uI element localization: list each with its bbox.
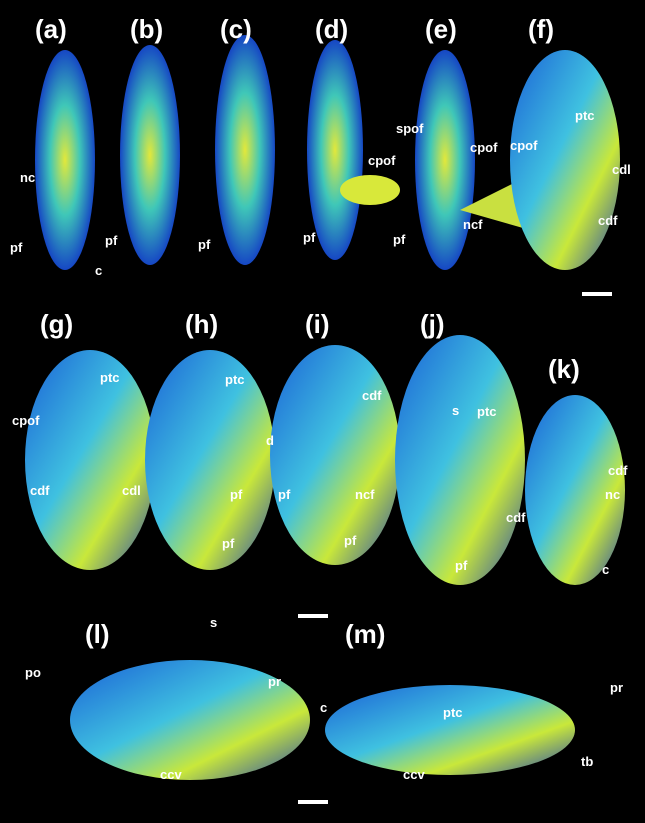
annotation: cpof (510, 138, 538, 153)
annotation: ptc (225, 372, 245, 387)
annotation: cdf (598, 213, 618, 228)
annotation: cpof (368, 153, 396, 168)
panel-label: (h) (185, 309, 218, 339)
annotation: pf (393, 232, 406, 247)
annotation: c (320, 700, 327, 715)
panel-label: (b) (130, 14, 163, 44)
panel-label: (k) (548, 354, 580, 384)
annotation: ncf (355, 487, 375, 502)
annotation: po (25, 665, 41, 680)
annotation: pf (198, 237, 211, 252)
panel-label: (g) (40, 309, 73, 339)
annotation: spof (396, 121, 424, 136)
annotation: s (210, 615, 217, 630)
annotation: pf (344, 533, 357, 548)
panel-label: (j) (420, 309, 445, 339)
annotation: s (452, 403, 459, 418)
annotation: pr (268, 674, 281, 689)
annotation: tb (581, 754, 593, 769)
annotation: cdf (30, 483, 50, 498)
annotation: d (266, 433, 274, 448)
panel-label: (f) (528, 14, 554, 44)
annotation: pr (610, 680, 623, 695)
annotation: cdf (362, 388, 382, 403)
annotation: ccv (403, 767, 425, 782)
annotation: cdl (612, 162, 631, 177)
annotation: pf (105, 233, 118, 248)
panel-label: (e) (425, 14, 457, 44)
panel-label: (c) (220, 14, 252, 44)
annotation: nc (605, 487, 620, 502)
annotation: pf (303, 230, 316, 245)
annotation: cdf (608, 463, 628, 478)
panel-label: (l) (85, 619, 110, 649)
annotation: ptc (477, 404, 497, 419)
annotation: cpof (470, 140, 498, 155)
annotation: ptc (100, 370, 120, 385)
annotation: pf (455, 558, 468, 573)
annotation: cpof (12, 413, 40, 428)
annotation: nc (20, 170, 35, 185)
annotation: pf (278, 487, 291, 502)
annotation: cdf (506, 510, 526, 525)
annotation: ptc (575, 108, 595, 123)
annotation: pf (222, 536, 235, 551)
annotation: pf (10, 240, 23, 255)
panel-label: (m) (345, 619, 385, 649)
panel-label: (i) (305, 309, 330, 339)
annotation: ncf (463, 217, 483, 232)
annotation: c (95, 263, 102, 278)
figure: (a) (b) (c) (d) (e) (f) (g) (h) (i) (j) … (0, 0, 645, 823)
annotation: pf (230, 487, 243, 502)
annotation: ptc (443, 705, 463, 720)
annotation: ccv (160, 767, 182, 782)
annotation: cdl (122, 483, 141, 498)
panel-label: (a) (35, 14, 67, 44)
annotation: c (602, 562, 609, 577)
panel-label: (d) (315, 14, 348, 44)
